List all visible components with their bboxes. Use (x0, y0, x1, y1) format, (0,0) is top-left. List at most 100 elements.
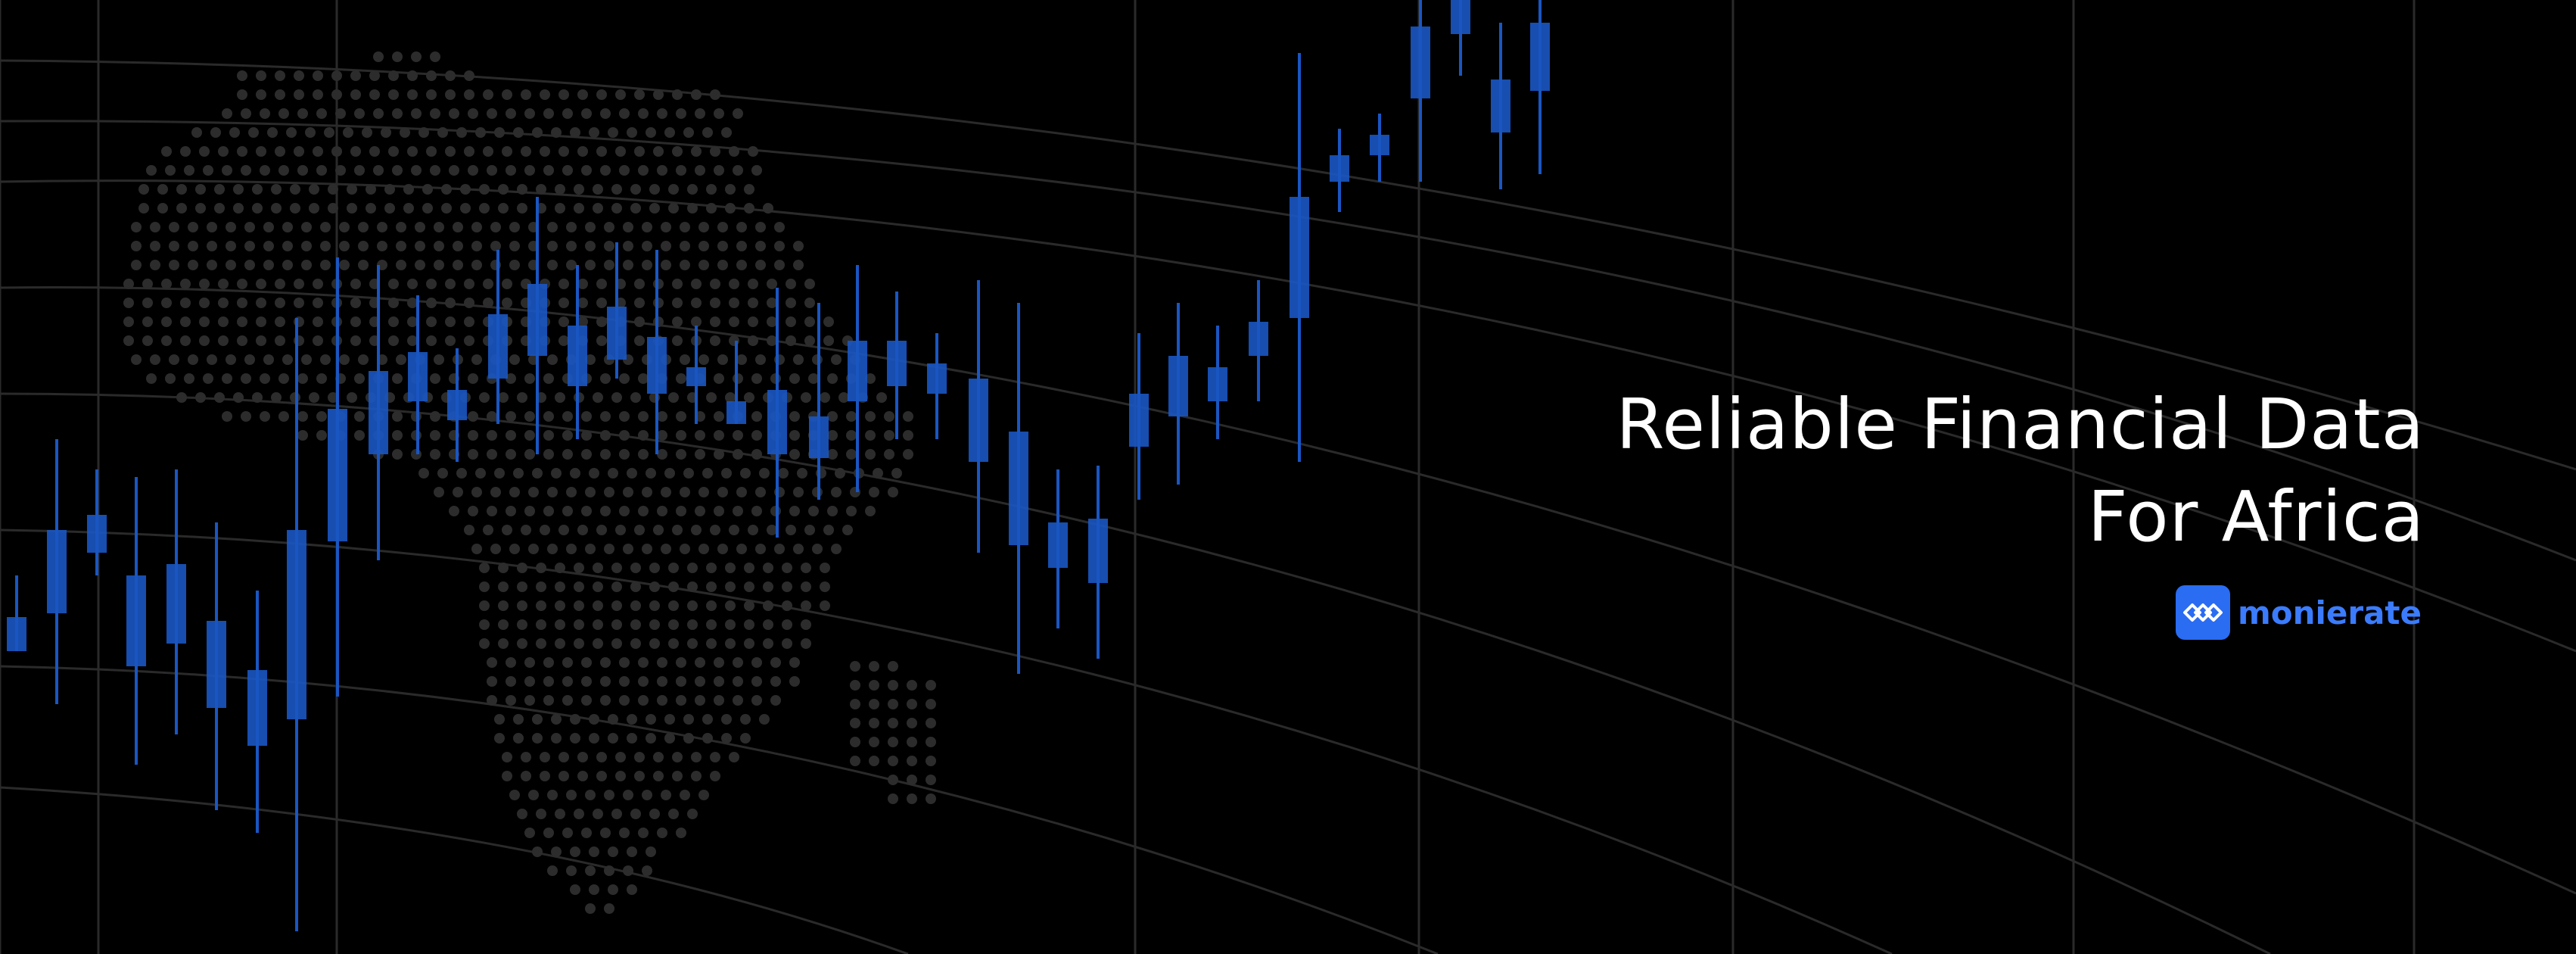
map-dot (740, 733, 751, 744)
map-dot (244, 222, 255, 232)
map-dot (770, 695, 781, 706)
map-dot (161, 335, 172, 346)
candle-body (767, 390, 787, 454)
map-dot (600, 506, 611, 516)
map-dot (343, 127, 353, 138)
map-dot (547, 241, 558, 251)
candle-body (488, 314, 508, 379)
headline: Reliable Financial Data For Africa (1616, 379, 2425, 563)
map-dot (695, 430, 705, 441)
map-dot (267, 127, 278, 138)
map-dot (142, 316, 153, 327)
map-dot (638, 657, 649, 668)
map-dot (691, 89, 702, 100)
map-dot (502, 298, 512, 308)
map-dot (570, 733, 580, 744)
map-dot (494, 127, 505, 138)
map-dot (479, 581, 490, 592)
map-dot (241, 165, 251, 176)
map-dot (596, 316, 607, 327)
map-dot (392, 373, 403, 384)
map-dot (388, 279, 399, 289)
map-dot (725, 600, 736, 611)
map-dot (869, 699, 879, 709)
map-dot (498, 619, 509, 630)
map-dot (672, 89, 683, 100)
map-dot (907, 718, 917, 728)
map-dot (907, 775, 917, 785)
map-dot (275, 89, 285, 100)
map-dot (275, 146, 285, 157)
map-dot (585, 260, 596, 270)
map-dot (687, 638, 698, 649)
map-dot (596, 146, 607, 157)
map-dot (706, 392, 717, 403)
map-dot (506, 695, 516, 706)
candle-body (207, 621, 226, 708)
map-dot (524, 676, 535, 687)
map-dot (222, 108, 232, 119)
headline-line-1: Reliable Financial Data (1616, 384, 2425, 465)
map-dot (418, 127, 429, 138)
map-dot (316, 430, 327, 441)
map-dot (808, 373, 819, 384)
map-dot (400, 127, 410, 138)
map-dot (600, 373, 611, 384)
map-dot (661, 790, 671, 800)
map-dot (328, 203, 338, 214)
map-dot (680, 354, 690, 365)
map-dot (926, 756, 936, 766)
map-dot (751, 411, 762, 422)
map-dot (755, 354, 766, 365)
map-dot (320, 260, 331, 270)
map-dot (604, 260, 614, 270)
map-dot (717, 241, 728, 251)
map-dot (646, 468, 656, 479)
map-dot (873, 468, 883, 479)
map-dot (218, 146, 229, 157)
map-dot (566, 222, 577, 232)
map-dot (627, 846, 637, 857)
map-dot (460, 184, 471, 195)
map-dot (661, 222, 671, 232)
map-dot (506, 506, 516, 516)
map-dot (619, 411, 630, 422)
candle-body (1530, 23, 1550, 91)
map-dot (668, 600, 679, 611)
map-dot (619, 373, 630, 384)
map-dot (377, 241, 387, 251)
map-dot (604, 241, 614, 251)
map-dot (604, 865, 614, 876)
candle-body (809, 416, 829, 458)
map-dot (513, 127, 524, 138)
map-dot (294, 70, 304, 81)
map-dot (646, 846, 656, 857)
map-dot (562, 108, 573, 119)
map-dot (680, 222, 690, 232)
map-dot (596, 335, 607, 346)
map-dot (888, 680, 898, 691)
map-dot (165, 373, 176, 384)
map-dot (657, 411, 667, 422)
map-dot (161, 298, 172, 308)
map-dot (778, 468, 789, 479)
candle-body (287, 530, 306, 719)
map-dot (627, 884, 637, 895)
map-dot (577, 752, 588, 762)
map-dot (350, 70, 361, 81)
map-dot (600, 676, 611, 687)
map-dot (611, 809, 622, 819)
map-dot (657, 449, 667, 460)
map-dot (388, 316, 399, 327)
map-dot (793, 241, 804, 251)
map-dot (736, 354, 747, 365)
map-dot (695, 695, 705, 706)
map-dot (691, 752, 702, 762)
map-dot (150, 354, 160, 365)
map-dot (562, 411, 573, 422)
map-dot (926, 680, 936, 691)
map-dot (313, 89, 323, 100)
map-dot (415, 260, 425, 270)
map-dot (195, 392, 206, 403)
map-dot (407, 298, 418, 308)
